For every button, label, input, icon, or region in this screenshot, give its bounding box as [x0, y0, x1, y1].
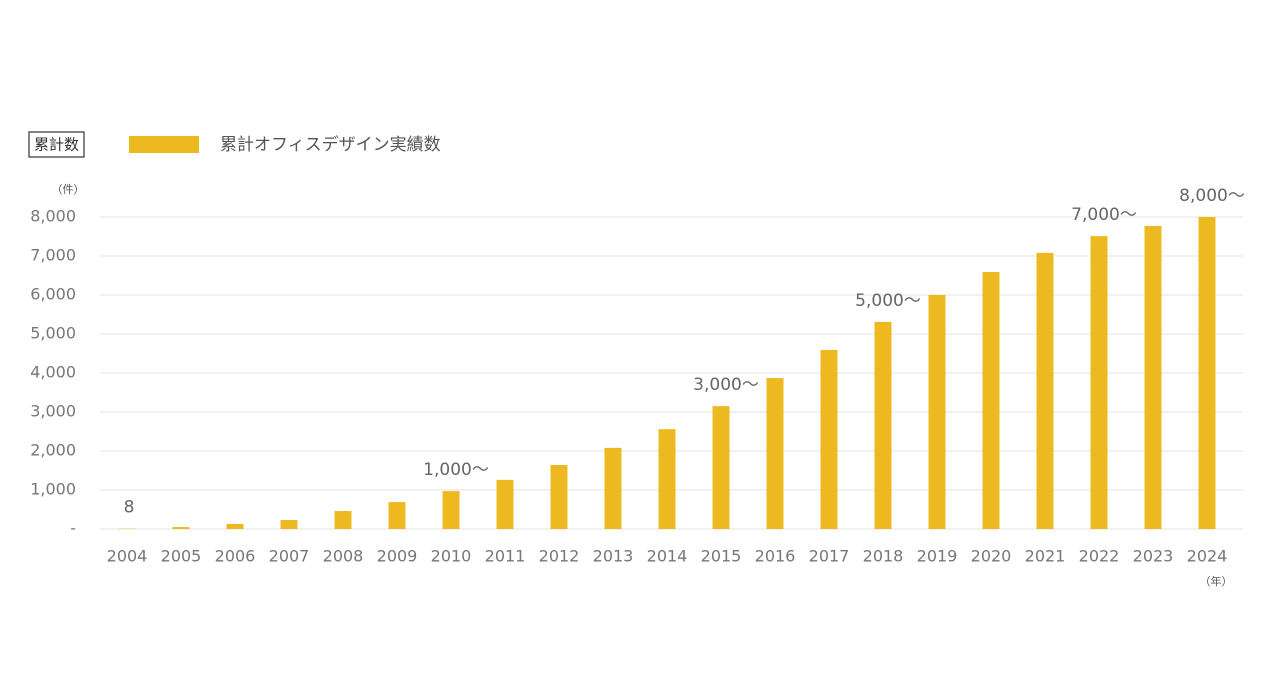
x-tick-label: 2020 [971, 547, 1012, 566]
y-tick-label: 5,000 [30, 324, 76, 343]
x-tick-label: 2011 [485, 547, 526, 566]
annotation: 5,000〜 [855, 291, 921, 311]
legend-swatch [129, 136, 199, 153]
bar [1091, 236, 1108, 529]
bar [281, 520, 298, 529]
bar [227, 524, 244, 529]
x-tick-label: 2005 [161, 547, 202, 566]
bar [1145, 226, 1162, 529]
annotation: 7,000〜 [1071, 205, 1137, 225]
x-tick-label: 2006 [215, 547, 256, 566]
x-tick-label: 2009 [377, 547, 418, 566]
legend-label: 累計オフィスデザイン実績数 [220, 134, 441, 155]
x-tick-label: 2015 [701, 547, 742, 566]
x-tick-label: 2022 [1079, 547, 1120, 566]
y-tick-label: 1,000 [30, 480, 76, 499]
y-unit: （件） [52, 183, 85, 196]
bar [335, 511, 352, 529]
x-tick-label: 2012 [539, 547, 580, 566]
x-unit: （年） [1200, 574, 1233, 588]
x-tick-label: 2023 [1133, 547, 1174, 566]
x-tick-label: 2014 [647, 547, 688, 566]
y-tick-label: 8,000 [30, 207, 76, 226]
x-tick-label: 2004 [107, 547, 148, 566]
annotation: 8,000〜 [1179, 186, 1245, 206]
bar [929, 295, 946, 529]
x-tick-label: 2008 [323, 547, 364, 566]
y-tick-label: - [70, 519, 76, 538]
annotation: 3,000〜 [693, 375, 759, 395]
y-tick-label: 3,000 [30, 402, 76, 421]
bar [1037, 253, 1054, 529]
bar [443, 491, 460, 529]
y-tick-label: 4,000 [30, 363, 76, 382]
bar [983, 272, 1000, 529]
x-tick-label: 2016 [755, 547, 796, 566]
bar [875, 322, 892, 529]
x-tick-label: 2013 [593, 547, 634, 566]
bar [605, 448, 622, 529]
bar [767, 378, 784, 529]
annotation: 1,000〜 [423, 460, 489, 480]
y-tick-label: 7,000 [30, 246, 76, 265]
x-tick-label: 2018 [863, 547, 904, 566]
bar [713, 406, 730, 529]
bar [497, 480, 514, 529]
bar [173, 527, 190, 529]
x-tick-label: 2007 [269, 547, 310, 566]
annotation: 8 [124, 498, 135, 518]
bar [551, 465, 568, 529]
bar [389, 502, 406, 529]
x-tick-label: 2024 [1187, 547, 1228, 566]
bar [1199, 217, 1216, 529]
x-tick-label: 2017 [809, 547, 850, 566]
bar [821, 350, 838, 529]
x-tick-label: 2019 [917, 547, 958, 566]
y-tick-label: 2,000 [30, 441, 76, 460]
x-tick-label: 2021 [1025, 547, 1066, 566]
bar [659, 429, 676, 529]
box-label: 累計数 [34, 136, 79, 154]
x-tick-label: 2010 [431, 547, 472, 566]
y-tick-label: 6,000 [30, 285, 76, 304]
